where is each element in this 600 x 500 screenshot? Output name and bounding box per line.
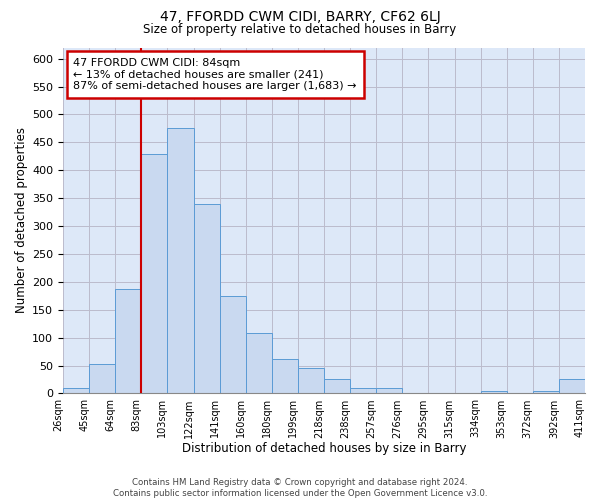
- Bar: [220, 296, 246, 394]
- Y-axis label: Number of detached properties: Number of detached properties: [15, 128, 28, 314]
- Bar: [533, 390, 559, 394]
- Bar: [142, 154, 167, 394]
- Bar: [89, 364, 115, 394]
- Bar: [324, 379, 350, 394]
- X-axis label: Distribution of detached houses by size in Barry: Distribution of detached houses by size …: [182, 442, 466, 455]
- Text: Size of property relative to detached houses in Barry: Size of property relative to detached ho…: [143, 22, 457, 36]
- Bar: [115, 289, 142, 394]
- Bar: [272, 359, 298, 394]
- Text: Contains HM Land Registry data © Crown copyright and database right 2024.
Contai: Contains HM Land Registry data © Crown c…: [113, 478, 487, 498]
- Text: 47, FFORDD CWM CIDI, BARRY, CF62 6LJ: 47, FFORDD CWM CIDI, BARRY, CF62 6LJ: [160, 10, 440, 24]
- Bar: [63, 388, 89, 394]
- Bar: [298, 368, 324, 394]
- Bar: [481, 391, 507, 394]
- Bar: [559, 379, 585, 394]
- Bar: [350, 388, 376, 394]
- Bar: [376, 388, 403, 394]
- Bar: [246, 333, 272, 394]
- Bar: [194, 204, 220, 394]
- Text: 47 FFORDD CWM CIDI: 84sqm
← 13% of detached houses are smaller (241)
87% of semi: 47 FFORDD CWM CIDI: 84sqm ← 13% of detac…: [73, 58, 357, 91]
- Bar: [167, 128, 194, 394]
